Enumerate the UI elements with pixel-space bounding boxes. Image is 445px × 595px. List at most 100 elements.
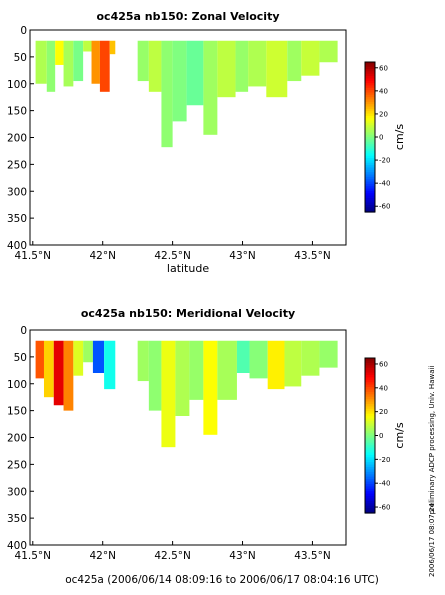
colorbar-tick-label: -40	[379, 480, 390, 488]
velocity-column	[284, 340, 302, 387]
velocity-column	[301, 340, 320, 376]
colorbar-segment	[365, 83, 375, 87]
velocity-column	[73, 40, 84, 82]
velocity-column	[249, 340, 268, 379]
colorbar-segment	[365, 464, 375, 468]
y-tick-label: 150	[7, 106, 27, 118]
y-tick-label: 400	[7, 540, 27, 552]
colorbar-segment	[365, 183, 375, 187]
x-tick-label: 42°N	[89, 550, 115, 562]
colorbar-segment	[365, 452, 375, 456]
colorbar-segment	[365, 481, 375, 485]
velocity-column	[266, 40, 288, 98]
velocity-column	[287, 40, 302, 82]
chart-title: oc425a nb150: Meridional Velocity	[81, 307, 295, 320]
y-tick-label: 200	[7, 433, 27, 445]
colorbar-segment	[365, 401, 375, 405]
colorbar-segment	[365, 153, 375, 157]
colorbar-segment	[365, 382, 375, 386]
zonal-velocity-panel: oc425a nb150: Zonal Velocity050100150200…	[7, 10, 406, 275]
y-tick-label: 250	[7, 459, 27, 471]
y-tick-label: 400	[7, 240, 27, 252]
x-tick-label: 43°N	[229, 550, 255, 562]
velocity-column	[236, 340, 250, 373]
colorbar-segment	[365, 165, 375, 169]
colorbar-tick-label: -60	[379, 504, 390, 512]
colorbar-segment	[365, 62, 375, 65]
velocity-column	[172, 40, 187, 122]
colorbar-segment	[365, 454, 375, 458]
velocity-column	[43, 340, 54, 398]
colorbar-segment	[365, 188, 375, 192]
colorbar-tick-label: -60	[379, 203, 390, 211]
velocity-column	[319, 40, 338, 63]
colorbar-tick-label: 20	[379, 110, 388, 118]
colorbar-segment	[365, 172, 375, 176]
colorbar-segment	[365, 190, 375, 194]
colorbar-segment	[365, 474, 375, 478]
colorbar-tick-label: 60	[379, 64, 388, 72]
colorbar-segment	[365, 457, 375, 461]
colorbar-segment	[365, 372, 375, 376]
colorbar-segment	[365, 92, 375, 96]
colorbar-segment	[365, 367, 375, 371]
x-tick-label: 42°N	[89, 250, 115, 262]
velocity-column	[267, 340, 285, 390]
colorbar-segment	[365, 137, 375, 140]
y-tick-label: 200	[7, 133, 27, 145]
colorbar-segment	[365, 428, 375, 432]
y-tick-label: 0	[20, 325, 27, 337]
colorbar-segment	[365, 459, 375, 463]
y-tick-label: 100	[7, 79, 27, 91]
colorbar-segment	[365, 362, 375, 366]
colorbar-segment	[365, 146, 375, 150]
footer-time-range: oc425a (2006/06/14 08:09:16 to 2006/06/1…	[65, 574, 379, 586]
colorbar-segment	[365, 358, 375, 362]
velocity-column	[63, 40, 74, 87]
colorbar-segment	[365, 471, 375, 475]
colorbar-segment	[365, 377, 375, 381]
colorbar-segment	[365, 94, 375, 98]
velocity-column	[109, 40, 116, 55]
colorbar-segment	[365, 162, 375, 166]
colorbar-segment	[365, 85, 375, 89]
colorbar-segment	[365, 500, 375, 504]
colorbar-segment	[365, 394, 375, 398]
colorbar-tick-label: 40	[379, 384, 388, 392]
colorbar-segment	[365, 423, 375, 427]
colorbar-segment	[365, 71, 375, 75]
velocity-column	[217, 40, 236, 98]
colorbar-segment	[365, 387, 375, 391]
colorbar-segment	[365, 144, 375, 147]
velocity-column	[53, 340, 64, 406]
colorbar-segment	[365, 160, 375, 164]
colorbar-segment	[365, 447, 375, 451]
velocity-column	[148, 340, 162, 411]
colorbar-segment	[365, 101, 375, 105]
velocity-column	[91, 40, 100, 84]
colorbar-segment	[365, 370, 375, 374]
colorbar-tick-label: -40	[379, 180, 390, 188]
side-date-stamp: 2006/06/17 08:07:24	[428, 502, 436, 577]
x-tick-label: 43.5°N	[294, 550, 330, 562]
colorbar-tick-label: -20	[379, 456, 390, 464]
colorbar-segment	[365, 73, 375, 77]
colorbar-segment	[365, 445, 375, 449]
velocity-column	[137, 40, 149, 82]
colorbar-segment	[365, 118, 375, 122]
colorbar-segment	[365, 207, 375, 211]
colorbar-segment	[365, 389, 375, 393]
colorbar-segment	[365, 113, 375, 117]
colorbar-segment	[365, 479, 375, 483]
colorbar-segment	[365, 374, 375, 378]
colorbar-segment	[365, 430, 375, 434]
colorbar-tick-label: 20	[379, 408, 388, 416]
colorbar-segment	[365, 483, 375, 487]
velocity-column	[148, 40, 162, 92]
y-tick-label: 0	[20, 25, 27, 37]
colorbar-segment	[365, 365, 375, 369]
y-tick-label: 350	[7, 513, 27, 525]
colorbar-segment	[365, 442, 375, 446]
colorbar-segment	[365, 462, 375, 466]
colorbar-segment	[365, 503, 375, 507]
